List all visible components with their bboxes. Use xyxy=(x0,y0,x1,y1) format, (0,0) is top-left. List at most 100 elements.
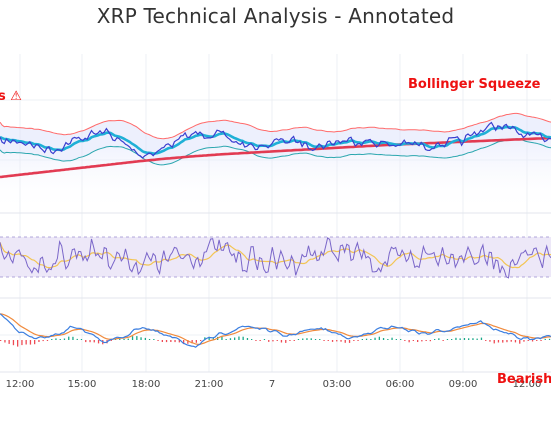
macd-histogram-bar xyxy=(93,340,95,343)
macd-histogram-bar xyxy=(455,337,457,340)
macd-histogram-bar xyxy=(187,340,189,344)
macd-histogram-bar xyxy=(25,340,27,345)
macd-histogram-bar xyxy=(395,339,397,340)
x-tick-label: 18:00 xyxy=(132,379,161,390)
macd-histogram-bar xyxy=(12,340,15,346)
price-area-fill xyxy=(0,138,551,212)
macd-histogram-bar xyxy=(323,340,325,341)
macd-histogram-bar xyxy=(297,339,300,340)
macd-histogram-bar xyxy=(144,337,146,340)
macd-histogram-bar xyxy=(468,338,470,340)
macd-histogram-bar xyxy=(408,340,410,343)
macd-histogram-bar xyxy=(55,338,57,340)
macd-histogram-bar xyxy=(165,340,168,343)
page-title: XRP Technical Analysis - Annotated xyxy=(96,4,455,28)
macd-histogram-bar xyxy=(68,336,70,340)
macd-panel xyxy=(0,313,551,348)
macd-histogram-bar xyxy=(421,340,423,342)
macd-histogram-bar xyxy=(136,336,138,340)
macd-histogram-bar xyxy=(0,340,2,341)
x-axis: 12:00 15:00 18:00 21:00 7 03:00 06:00 09:00 12:0… xyxy=(6,379,542,390)
macd-histogram-bar xyxy=(459,338,461,340)
macd-histogram-bar xyxy=(412,340,414,341)
price-line xyxy=(0,121,551,159)
macd-histogram-bar xyxy=(119,339,121,340)
macd-histogram-bar xyxy=(89,340,91,343)
macd-histogram-bar xyxy=(502,340,504,343)
macd-histogram-bar xyxy=(280,340,283,343)
macd-histogram-bar xyxy=(425,340,427,341)
macd-histogram-bar xyxy=(489,340,491,342)
macd-histogram-bar xyxy=(293,340,295,341)
macd-histogram-bar xyxy=(255,340,257,341)
macd-histogram-bar xyxy=(51,339,53,340)
macd-histogram-bar xyxy=(221,336,223,340)
macd-histogram-bar xyxy=(259,340,261,341)
macd-histogram-bar xyxy=(42,340,44,342)
macd-histogram-bar xyxy=(302,338,304,340)
macd-histogram-bar xyxy=(365,338,368,340)
macd-histogram-bar xyxy=(161,340,163,342)
macd-histogram-bar xyxy=(191,340,193,344)
macd-histogram-bar xyxy=(438,338,440,340)
macd-histogram-bar xyxy=(340,340,342,342)
macd-histogram-bar xyxy=(327,340,329,341)
macd-histogram-bar xyxy=(131,336,134,340)
x-tick-label: 7 xyxy=(269,379,275,390)
macd-histogram-bar xyxy=(434,339,436,340)
annotation-bearish: Bearish xyxy=(497,372,551,387)
macd-histogram-bar xyxy=(387,339,389,340)
macd-histogram-bar xyxy=(268,340,270,342)
macd-histogram-bar xyxy=(523,340,525,342)
macd-histogram-bar xyxy=(472,338,474,340)
macd-histogram-bar xyxy=(76,338,78,340)
macd-histogram-bar xyxy=(272,340,274,342)
macd-histogram xyxy=(0,336,551,347)
macd-histogram-bar xyxy=(527,340,529,341)
macd-histogram-bar xyxy=(97,340,100,344)
macd-histogram-bar xyxy=(157,340,159,341)
macd-histogram-bar xyxy=(80,339,83,340)
macd-histogram-bar xyxy=(204,337,206,340)
macd-histogram-bar xyxy=(442,340,444,341)
macd-histogram-bar xyxy=(493,340,495,344)
macd-histogram-bar xyxy=(8,340,10,344)
rsi-line xyxy=(0,237,551,279)
macd-histogram-bar xyxy=(225,339,227,340)
macd-histogram-bar xyxy=(357,340,359,341)
annotation-bollinger-squeeze: Bollinger Squeeze xyxy=(408,77,541,92)
macd-histogram-bar xyxy=(540,340,542,341)
macd-histogram-bar xyxy=(361,339,363,340)
macd-histogram-bar xyxy=(391,337,393,340)
macd-histogram-bar xyxy=(289,340,291,341)
x-tick-label: 21:00 xyxy=(195,379,224,390)
x-tick-label: 06:00 xyxy=(386,379,415,390)
macd-histogram-bar xyxy=(319,339,321,340)
macd-histogram-bar xyxy=(246,338,249,340)
bollinger-lower-line xyxy=(0,138,551,166)
macd-histogram-bar xyxy=(234,337,236,340)
macd-histogram-bar xyxy=(514,340,517,343)
macd-histogram-bar xyxy=(544,338,546,340)
macd-histogram-bar xyxy=(29,340,32,345)
macd-histogram-bar xyxy=(17,340,19,347)
macd-histogram-bar xyxy=(127,338,129,340)
ema-slow-line xyxy=(0,136,551,179)
macd-histogram-bar xyxy=(170,340,172,342)
macd-histogram-bar xyxy=(519,340,521,344)
macd-histogram-bar xyxy=(314,339,317,340)
macd-histogram-bar xyxy=(148,339,151,340)
macd-histogram-bar xyxy=(336,340,338,342)
macd-histogram-bar xyxy=(476,338,478,340)
macd-histogram-bar xyxy=(348,340,351,343)
macd-line xyxy=(0,313,551,348)
x-tick-label: 09:00 xyxy=(449,379,478,390)
macd-histogram-bar xyxy=(378,336,380,340)
x-tick-label: 12:00 xyxy=(6,379,35,390)
macd-histogram-bar xyxy=(429,340,431,342)
annotation-warning: s ⚠ xyxy=(0,89,22,104)
macd-histogram-bar xyxy=(34,340,36,345)
bollinger-upper-line xyxy=(0,112,551,140)
macd-histogram-bar xyxy=(404,340,406,341)
